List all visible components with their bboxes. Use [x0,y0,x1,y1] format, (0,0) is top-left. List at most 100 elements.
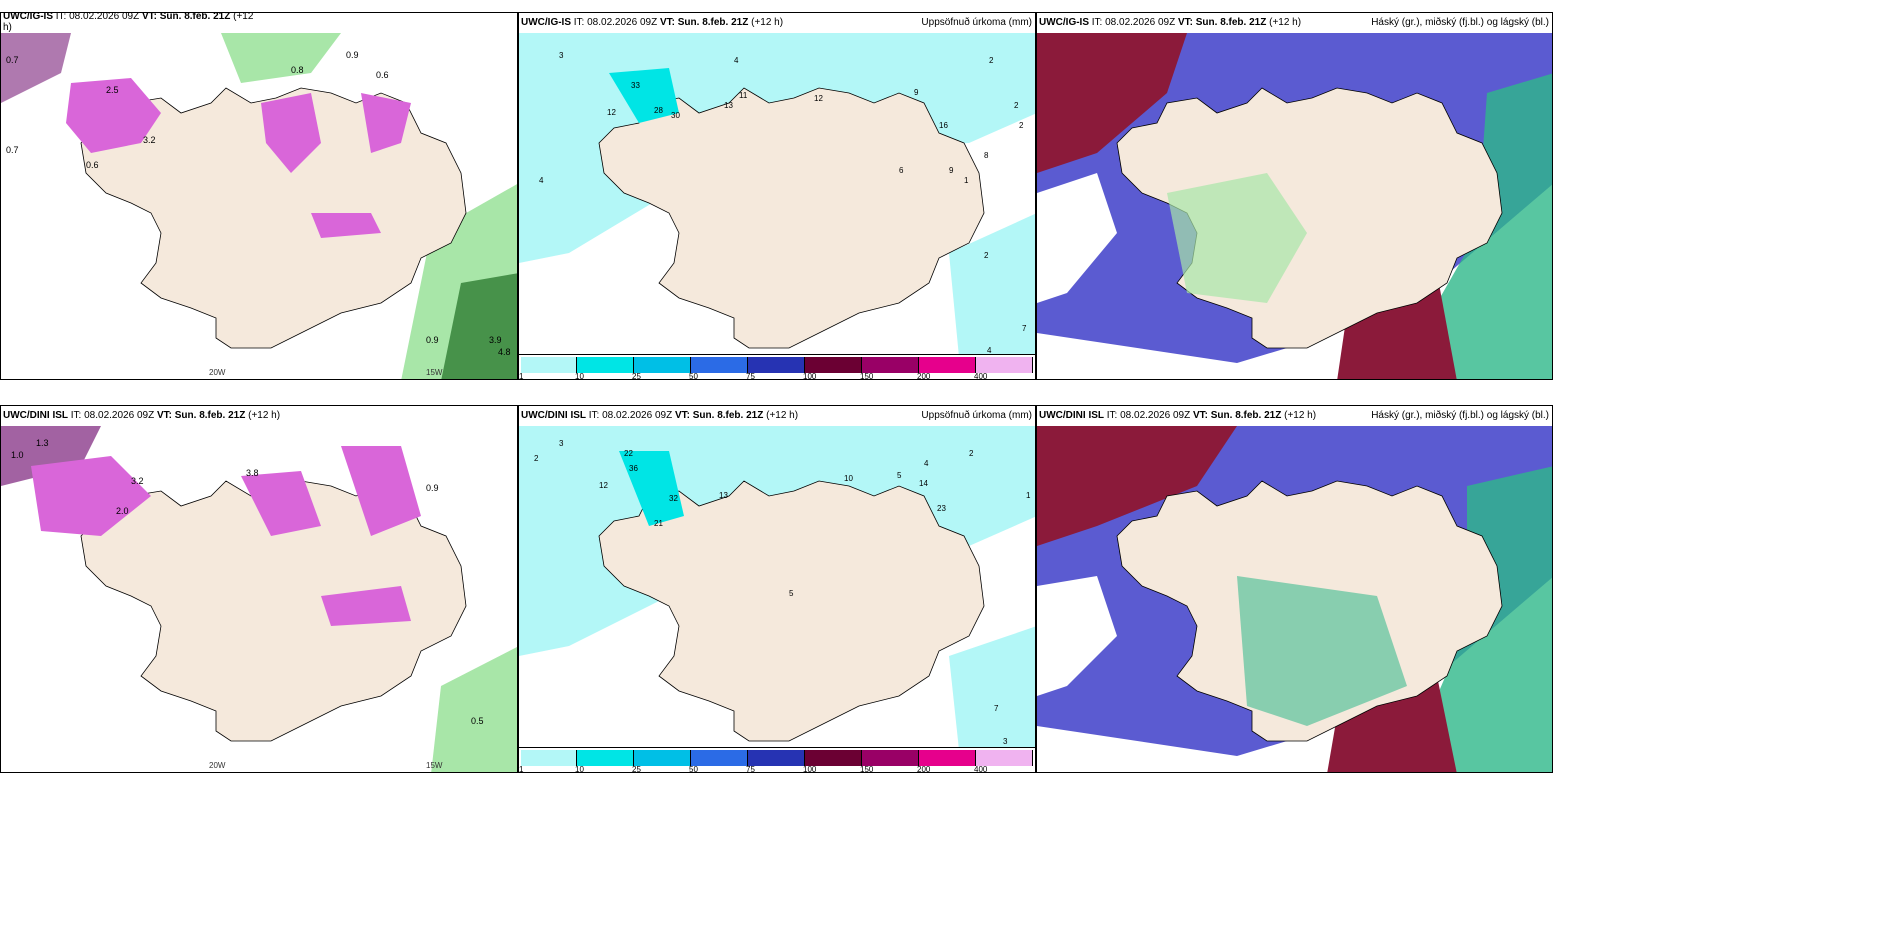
colorbar-tick: 400 [974,372,988,380]
value-label: 0.5 [471,716,484,726]
value-label: 1 [1026,491,1031,500]
value-label: 1.0 [11,450,24,460]
value-label: 0.7 [6,55,19,65]
colorbar-segment [577,357,634,373]
panel-title: UWC/IG-IS IT: 08.02.2026 09Z VT: Sun. 8.… [3,12,254,33]
value-label: 30 [671,111,680,120]
colorbar-segment [919,357,976,373]
value-label: 0.6 [376,70,389,80]
value-label: 5 [897,471,902,480]
panel-subtitle: Háský (gr.), miðský (fj.bl.) og lágský (… [1371,410,1549,421]
colorbar-segment [862,357,919,373]
value-label: 11 [739,91,748,100]
value-label: 2.5 [106,85,119,95]
precip-colorbar: 1 10 25 50 75 100 150 200 400 [519,354,1035,379]
value-label: 3.2 [143,135,156,145]
axis-label: 15W [426,368,443,377]
map-panel-top-right: UWC/IG-IS IT: 08.02.2026 09Z VT: Sun. 8.… [1036,12,1553,380]
value-label: 4 [539,176,544,185]
colorbar-tick: 75 [746,765,755,773]
map-panel-top-left: UWC/IG-IS IT: 08.02.2026 09Z VT: Sun. 8.… [0,12,518,380]
value-label: 3.8 [246,468,259,478]
panel-subtitle: Háský (gr.), miðský (fj.bl.) og lágský (… [1371,17,1549,28]
value-label: 7 [1022,324,1027,333]
colorbar-segment [976,357,1033,373]
value-label: 0.9 [346,50,359,60]
axis-label: 20W [209,368,226,377]
value-label: 3.2 [131,476,144,486]
panel-subtitle: Uppsöfnuð úrkoma (mm) [921,410,1032,421]
value-label: 0.8 [291,65,304,75]
colorbar-segment [976,750,1033,766]
value-label: 9 [914,88,919,97]
value-label: 10 [844,474,853,483]
value-label: 2 [989,56,994,65]
map-panel-bot-mid: UWC/DINI ISL IT: 08.02.2026 09Z VT: Sun.… [518,405,1036,773]
colorbar-tick: 25 [632,372,641,380]
panel-title: UWC/IG-IS IT: 08.02.2026 09Z VT: Sun. 8.… [521,17,784,28]
colorbar-tick: 150 [860,372,874,380]
precip-map: 3 2 22 36 32 21 12 13 10 14 4 2 5 23 5 1… [519,426,1035,750]
value-label: 33 [631,81,640,90]
colorbar-tick: 100 [803,372,817,380]
colorbar-tick: 150 [860,765,874,773]
cloud-map [1037,426,1552,772]
cloud-map [1037,33,1552,379]
colorbar-tick: 1 [519,765,524,773]
value-label: 2 [984,251,989,260]
panel-title: UWC/DINI ISL IT: 08.02.2026 09Z VT: Sun.… [521,410,799,421]
value-label: 12 [814,94,823,103]
colorbar-tick: 400 [974,765,988,773]
value-label: 3.9 [489,335,502,345]
precip-colorbar: 1 10 25 50 75 100 150 200 400 [519,747,1035,772]
colorbar-tick: 100 [803,765,817,773]
colorbar-tick: 200 [917,372,931,380]
value-label: 6 [899,166,904,175]
colorbar-tick: 200 [917,765,931,773]
colorbar-segment [634,357,691,373]
value-label: 2 [1014,101,1019,110]
value-label: 0.9 [426,335,439,345]
value-label: 3 [1003,737,1008,746]
value-label: 2 [534,454,539,463]
panel-title: UWC/DINI ISL IT: 08.02.2026 09Z VT: Sun.… [3,410,281,421]
colorbar-segment [805,357,862,373]
panel-title: UWC/DINI ISL IT: 08.02.2026 09Z VT: Sun.… [1039,410,1317,421]
value-label: 1 [964,176,969,185]
panel-subtitle: Uppsöfnuð úrkoma (mm) [921,17,1032,28]
value-label: 4 [987,346,992,355]
axis-label: 20W [209,761,226,770]
colorbar-segment [521,357,577,373]
colorbar-segment [748,357,805,373]
value-label: 12 [599,481,608,490]
value-label: 8 [984,151,989,160]
colorbar-tick: 75 [746,372,755,380]
colorbar-tick: 25 [632,765,641,773]
value-label: 21 [654,519,663,528]
colorbar-segment [862,750,919,766]
colorbar-segment [634,750,691,766]
value-label: 32 [669,494,678,503]
panel-title: UWC/IG-IS IT: 08.02.2026 09Z VT: Sun. 8.… [1039,17,1302,28]
colorbar-segment [691,750,748,766]
map-panel-bot-right: UWC/DINI ISL IT: 08.02.2026 09Z VT: Sun.… [1036,405,1553,773]
colorbar-segment [748,750,805,766]
wind-precip-map: 1.0 1.3 3.2 2.0 0.9 0.5 3.8 [1,426,517,772]
colorbar-tick: 10 [575,765,584,773]
value-label: 0.6 [86,160,99,170]
precip-map: 3 4 2 12 33 28 30 13 11 16 12 9 2 4 6 2 … [519,33,1035,357]
value-label: 13 [719,491,728,500]
value-label: 7 [994,704,999,713]
colorbar-tick: 50 [689,765,698,773]
value-label: 2 [1019,121,1024,130]
colorbar-segment [919,750,976,766]
colorbar-tick: 50 [689,372,698,380]
map-panel-top-mid: UWC/IG-IS IT: 08.02.2026 09Z VT: Sun. 8.… [518,12,1036,380]
value-label: 4.8 [498,347,511,357]
value-label: 36 [629,464,638,473]
value-label: 13 [724,101,733,110]
colorbar-segment [521,750,577,766]
value-label: 3 [559,51,564,60]
value-label: 1.3 [36,438,49,448]
map-panel-bot-left: UWC/DINI ISL IT: 08.02.2026 09Z VT: Sun.… [0,405,518,773]
